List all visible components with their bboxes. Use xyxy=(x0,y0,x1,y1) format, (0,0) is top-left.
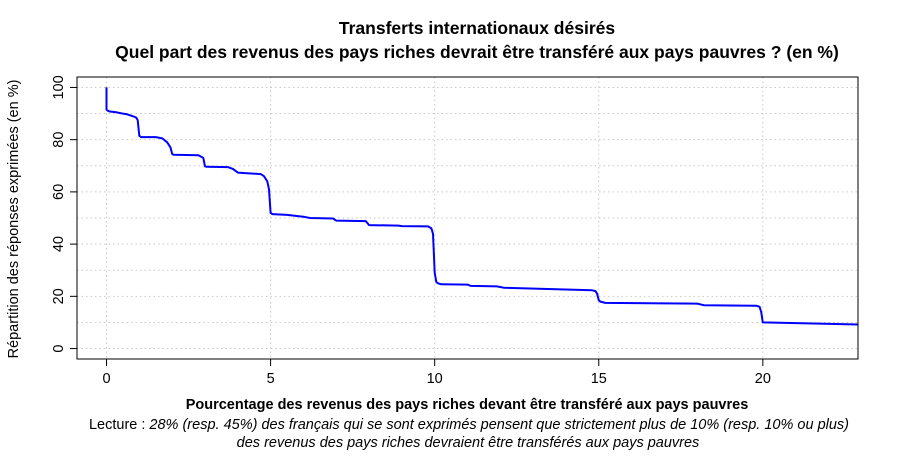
reading-note-prefix: Lecture : xyxy=(89,417,149,433)
series-line-1 xyxy=(105,87,859,326)
axes: 0 5 10 15 20 0 20 40 60 80 100 xyxy=(51,75,771,387)
x-tick-label: 10 xyxy=(427,371,443,387)
chart-title: Transferts internationaux désirés xyxy=(339,18,615,38)
series-layer xyxy=(105,87,859,326)
x-tick-label: 20 xyxy=(755,371,771,387)
y-tick-label: 80 xyxy=(51,132,67,148)
x-tick-label: 5 xyxy=(267,371,275,387)
reading-note-line1: Lecture : 28% (resp. 45%) des français q… xyxy=(89,417,849,433)
plot-frame xyxy=(76,76,859,360)
x-axis-label: Pourcentage des revenus des pays riches … xyxy=(186,397,749,413)
y-tick-label: 0 xyxy=(51,345,67,353)
x-tick-label: 15 xyxy=(591,371,607,387)
reading-note-text: 28% (resp. 45%) des français qui se sont… xyxy=(148,417,849,433)
y-axis-label: Répartition des réponses exprimées (en %… xyxy=(6,80,22,359)
y-tick-label: 60 xyxy=(51,184,67,200)
reading-note-line2: des revenus des pays riches devraient êt… xyxy=(237,435,700,451)
x-tick-label: 0 xyxy=(102,371,110,387)
y-tick-label: 20 xyxy=(51,288,67,304)
grid-lines xyxy=(77,77,858,359)
y-tick-label: 40 xyxy=(51,236,67,252)
chart-subtitle: Quel part des revenus des pays riches de… xyxy=(115,42,839,62)
y-tick-label: 100 xyxy=(51,75,67,99)
